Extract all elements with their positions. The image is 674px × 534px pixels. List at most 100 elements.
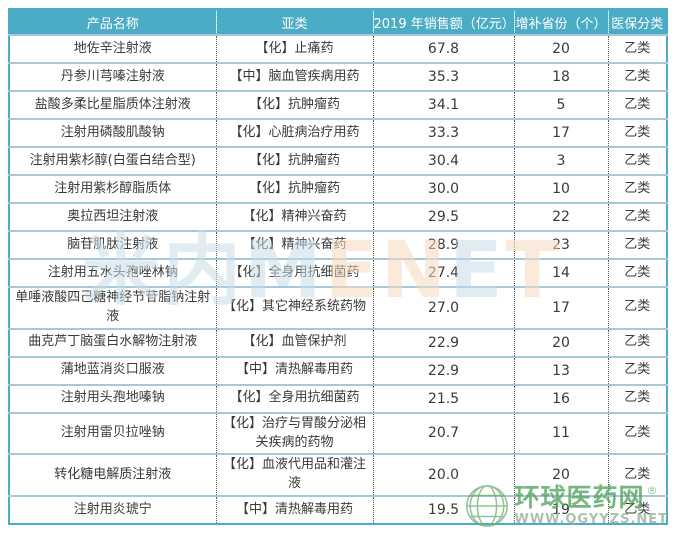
- col-header-sales-2019: 2019 年销售额（亿元）: [372, 9, 514, 36]
- cell-subclass: 【化】全身用抗细菌药: [215, 383, 373, 413]
- cell-sales-2019: 27.0: [372, 286, 514, 329]
- cell-added-provinces: 17: [513, 286, 608, 329]
- cell-product-name: 盐酸多柔比星脂质体注射液: [9, 90, 216, 119]
- cell-added-provinces: 3: [513, 146, 608, 175]
- table-row: 蒲地蓝消炎口服液 【中】清热解毒用药 22.9 13 乙类: [9, 355, 667, 385]
- cell-added-provinces: 11: [513, 411, 608, 455]
- cell-added-provinces: 23: [513, 230, 608, 259]
- cell-sales-2019: 33.3: [372, 118, 514, 147]
- table-row: 注射用雷贝拉唑钠 【化】治疗与胃酸分泌相关疾病的药物 20.7 11 乙类: [9, 411, 667, 455]
- col-header-product-name: 产品名称: [9, 9, 216, 36]
- cell-insurance-category: 乙类: [607, 35, 667, 63]
- col-header-added-provinces: 增补省份（个）: [513, 9, 608, 36]
- table-row: 单唾液酸四己糖神经节苷脂钠注射液 【化】其它神经系统药物 27.0 17 乙类: [9, 286, 667, 329]
- cell-insurance-category: 乙类: [607, 355, 667, 385]
- table-row: 注射用紫杉醇(白蛋白结合型) 【化】抗肿瘤药 30.4 3 乙类: [9, 146, 667, 175]
- cell-subclass: 【中】清热解毒用药: [215, 495, 373, 525]
- cell-product-name: 注射用紫杉醇脂质体: [9, 174, 216, 203]
- cell-subclass: 【化】心脏病治疗用药: [215, 118, 373, 147]
- cell-sales-2019: 21.5: [372, 383, 514, 413]
- cell-product-name: 单唾液酸四己糖神经节苷脂钠注射液: [9, 286, 216, 329]
- cell-added-provinces: 20: [513, 327, 608, 357]
- cell-subclass: 【化】精神兴奋药: [215, 202, 373, 231]
- cell-added-provinces: 18: [513, 62, 608, 91]
- table-row: 注射用紫杉醇脂质体 【化】抗肿瘤药 30.0 10 乙类: [9, 174, 667, 203]
- table-row: 盐酸多柔比星脂质体注射液 【化】抗肿瘤药 34.1 5 乙类: [9, 90, 667, 119]
- cell-insurance-category: 乙类: [607, 90, 667, 119]
- drug-sales-table: 产品名称 亚类 2019 年销售额（亿元） 增补省份（个） 医保分类 地佐辛注射…: [8, 8, 668, 526]
- cell-insurance-category: 乙类: [607, 230, 667, 259]
- cell-sales-2019: 28.9: [372, 230, 514, 259]
- cell-added-provinces: 19: [513, 495, 608, 525]
- table-row: 注射用头孢地嗪钠 【化】全身用抗细菌药 21.5 16 乙类: [9, 383, 667, 413]
- cell-subclass: 【化】精神兴奋药: [215, 230, 373, 259]
- cell-sales-2019: 27.4: [372, 258, 514, 287]
- cell-insurance-category: 乙类: [607, 174, 667, 203]
- table-row: 注射用磷酸肌酸钠 【化】心脏病治疗用药 33.3 17 乙类: [9, 118, 667, 147]
- table-row: 转化糖电解质注射液 【化】血液代用品和灌注液 20.0 20 乙类: [9, 453, 667, 497]
- table-row: 注射用五水头孢唑林钠 【化】全身用抗细菌药 27.4 14 乙类: [9, 258, 667, 287]
- table-row: 地佐辛注射液 【化】止痛药 67.8 20 乙类: [9, 35, 667, 63]
- cell-sales-2019: 22.9: [372, 355, 514, 385]
- cell-subclass: 【化】止痛药: [215, 35, 373, 63]
- cell-product-name: 注射用五水头孢唑林钠: [9, 258, 216, 287]
- cell-added-provinces: 17: [513, 118, 608, 147]
- cell-added-provinces: 14: [513, 258, 608, 287]
- cell-product-name: 蒲地蓝消炎口服液: [9, 355, 216, 385]
- col-header-insurance-category: 医保分类: [607, 9, 667, 36]
- cell-sales-2019: 20.0: [372, 453, 514, 497]
- cell-insurance-category: 乙类: [607, 327, 667, 357]
- cell-product-name: 注射用磷酸肌酸钠: [9, 118, 216, 147]
- cell-subclass: 【化】全身用抗细菌药: [215, 258, 373, 287]
- cell-product-name: 脑苷肌肽注射液: [9, 230, 216, 259]
- cell-insurance-category: 乙类: [607, 62, 667, 91]
- table-row: 曲克芦丁脑蛋白水解物注射液 【化】血管保护剂 22.9 20 乙类: [9, 327, 667, 357]
- cell-added-provinces: 10: [513, 174, 608, 203]
- cell-insurance-category: 乙类: [607, 118, 667, 147]
- cell-product-name: 注射用紫杉醇(白蛋白结合型): [9, 146, 216, 175]
- cell-insurance-category: 乙类: [607, 411, 667, 455]
- cell-sales-2019: 19.5: [372, 495, 514, 525]
- table-row: 丹参川芎嗪注射液 【中】脑血管疾病用药 35.3 18 乙类: [9, 62, 667, 91]
- cell-insurance-category: 乙类: [607, 286, 667, 329]
- cell-added-provinces: 20: [513, 453, 608, 497]
- col-header-subclass: 亚类: [215, 9, 373, 36]
- cell-sales-2019: 67.8: [372, 35, 514, 63]
- cell-subclass: 【中】脑血管疾病用药: [215, 62, 373, 91]
- cell-product-name: 转化糖电解质注射液: [9, 453, 216, 497]
- cell-product-name: 注射用头孢地嗪钠: [9, 383, 216, 413]
- cell-sales-2019: 29.5: [372, 202, 514, 231]
- cell-added-provinces: 20: [513, 35, 608, 63]
- cell-sales-2019: 35.3: [372, 62, 514, 91]
- cell-subclass: 【化】抗肿瘤药: [215, 146, 373, 175]
- cell-insurance-category: 乙类: [607, 202, 667, 231]
- table-row: 奥拉西坦注射液 【化】精神兴奋药 29.5 22 乙类: [9, 202, 667, 231]
- cell-added-provinces: 16: [513, 383, 608, 413]
- cell-insurance-category: 乙类: [607, 146, 667, 175]
- cell-subclass: 【化】抗肿瘤药: [215, 90, 373, 119]
- cell-product-name: 曲克芦丁脑蛋白水解物注射液: [9, 327, 216, 357]
- cell-sales-2019: 34.1: [372, 90, 514, 119]
- cell-sales-2019: 20.7: [372, 411, 514, 455]
- table-header-row: 产品名称 亚类 2019 年销售额（亿元） 增补省份（个） 医保分类: [9, 9, 667, 36]
- table-row: 脑苷肌肽注射液 【化】精神兴奋药 28.9 23 乙类: [9, 230, 667, 259]
- cell-subclass: 【化】其它神经系统药物: [215, 286, 373, 329]
- cell-product-name: 丹参川芎嗪注射液: [9, 62, 216, 91]
- cell-subclass: 【化】抗肿瘤药: [215, 174, 373, 203]
- cell-product-name: 注射用炎琥宁: [9, 495, 216, 525]
- cell-added-provinces: 13: [513, 355, 608, 385]
- cell-product-name: 地佐辛注射液: [73, 40, 152, 56]
- cell-subclass: 【中】清热解毒用药: [215, 355, 373, 385]
- cell-insurance-category: 乙类: [607, 258, 667, 287]
- cell-insurance-category: 乙类: [607, 495, 667, 525]
- table-row: 注射用炎琥宁 【中】清热解毒用药 19.5 19 乙类: [9, 495, 667, 525]
- cell-product-name: 注射用雷贝拉唑钠: [9, 411, 216, 455]
- cell-subclass: 【化】治疗与胃酸分泌相关疾病的药物: [215, 411, 373, 455]
- cell-subclass: 【化】血液代用品和灌注液: [215, 453, 373, 497]
- cell-subclass: 【化】血管保护剂: [215, 327, 373, 357]
- cell-sales-2019: 22.9: [372, 327, 514, 357]
- cell-sales-2019: 30.0: [372, 174, 514, 203]
- cell-sales-2019: 30.4: [372, 146, 514, 175]
- cell-insurance-category: 乙类: [607, 383, 667, 413]
